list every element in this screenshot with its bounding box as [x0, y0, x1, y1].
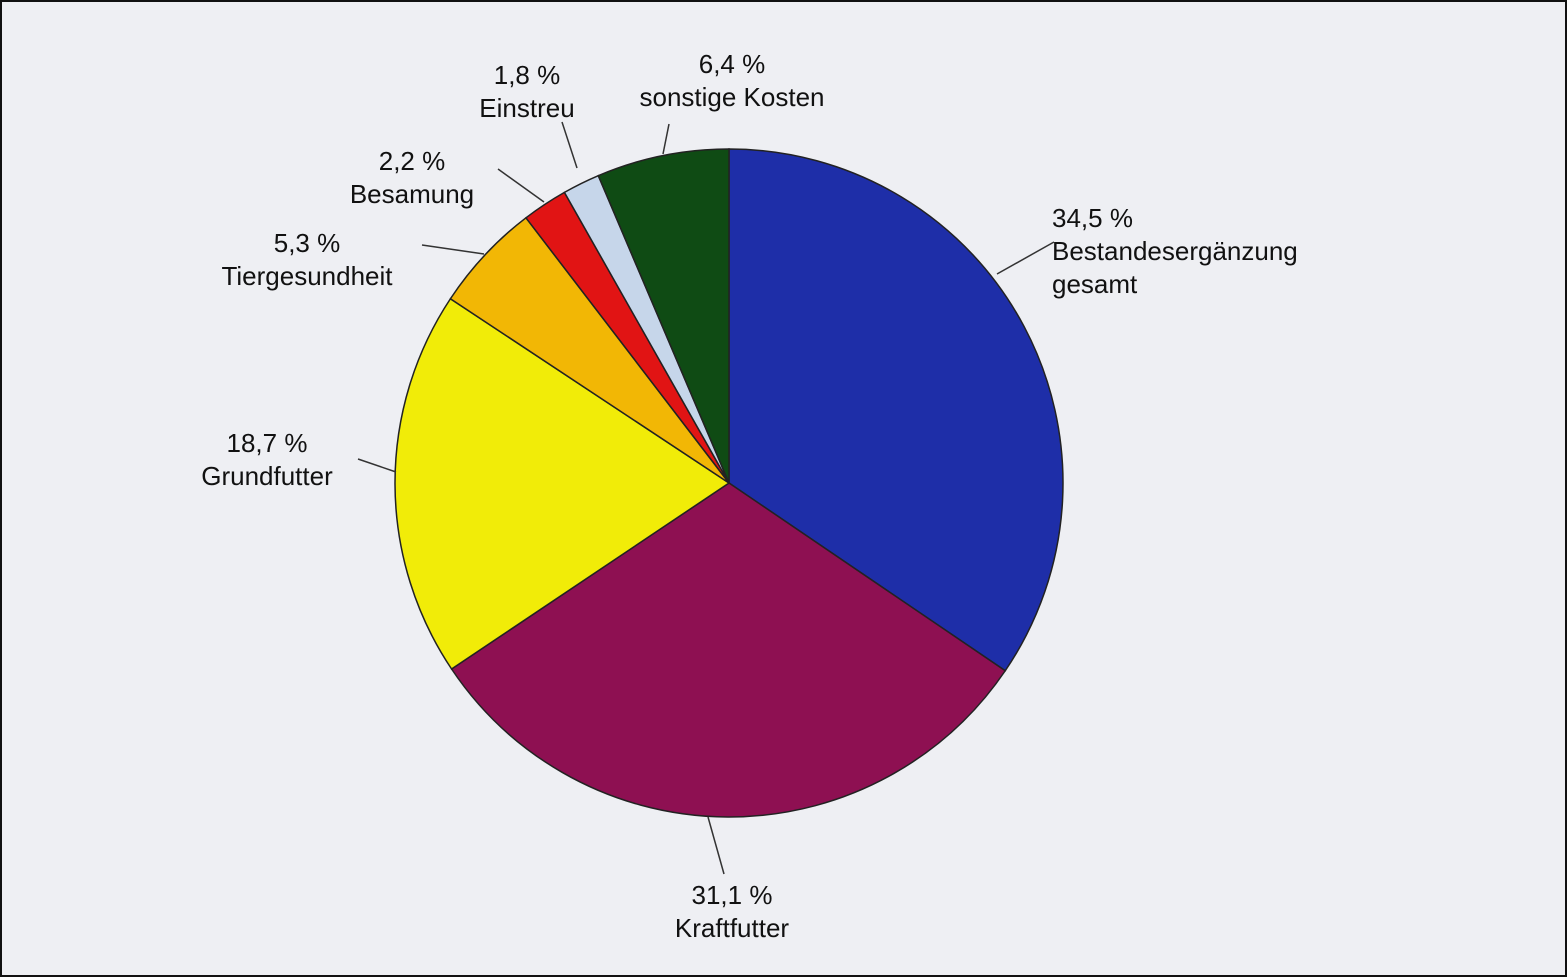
leader-line — [421, 244, 485, 255]
leader-line — [996, 241, 1055, 275]
pie-slice — [597, 148, 730, 484]
leader-line — [707, 816, 725, 875]
slice-label: 18,7 % Grundfutter — [162, 427, 372, 493]
leader-line — [497, 168, 545, 203]
pie-slice — [728, 148, 1064, 672]
category-label: Kraftfutter — [674, 913, 790, 943]
category-label: sonstige Kosten — [639, 82, 825, 112]
value-label: 18,7 % — [226, 428, 308, 458]
pie-slice — [394, 297, 731, 671]
leader-line — [662, 123, 670, 155]
value-label: 31,1 % — [691, 880, 773, 910]
slice-label: 2,2 % Besamung — [312, 145, 512, 211]
category-label: Bestandesergänzung gesamt — [1052, 236, 1298, 299]
slice-label: 6,4 % sonstige Kosten — [602, 48, 862, 114]
value-label: 34,5 % — [1052, 203, 1133, 233]
slice-label: 5,3 % Tiergesundheit — [182, 227, 432, 293]
value-label: 2,2 % — [378, 146, 446, 176]
slice-label: 31,1 % Kraftfutter — [632, 879, 832, 945]
leader-line — [561, 121, 578, 169]
slice-label: 1,8 % Einstreu — [442, 59, 612, 125]
category-label: Besamung — [349, 179, 475, 209]
category-label: Einstreu — [479, 93, 575, 123]
pie-slice — [450, 482, 1007, 818]
value-label: 5,3 % — [273, 228, 341, 258]
category-label: Tiergesundheit — [221, 261, 393, 291]
value-label: 1,8 % — [493, 60, 561, 90]
slice-label: 34,5 % Bestandesergänzung gesamt — [1052, 202, 1352, 301]
category-label: Grundfutter — [201, 461, 333, 491]
value-label: 6,4 % — [698, 49, 766, 79]
leader-line — [357, 458, 397, 473]
